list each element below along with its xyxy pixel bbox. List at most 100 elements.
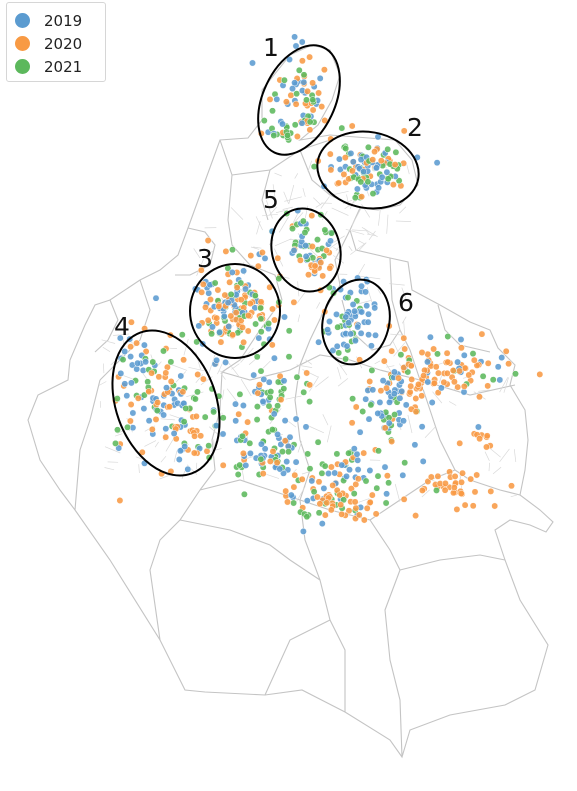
- incident-point-2021: [302, 229, 308, 235]
- incident-point-2019: [142, 359, 148, 365]
- incident-point-2019: [372, 332, 378, 338]
- incident-point-2019: [277, 466, 283, 472]
- incident-point-2021: [271, 132, 277, 138]
- incident-point-2019: [247, 450, 253, 456]
- incident-point-2019: [196, 323, 202, 329]
- street-segment: [514, 449, 516, 462]
- street-segment: [171, 365, 187, 371]
- incident-point-2019: [185, 466, 191, 472]
- legend-marker-2020: [15, 36, 30, 51]
- incident-point-2019: [225, 299, 231, 305]
- incident-point-2019: [372, 305, 378, 311]
- incident-point-2019: [354, 451, 360, 457]
- incident-point-2020: [492, 503, 498, 509]
- incident-point-2020: [425, 351, 431, 357]
- incident-point-2019: [499, 354, 505, 360]
- incident-point-2019: [222, 359, 228, 365]
- incident-point-2019: [425, 379, 431, 385]
- incident-point-2019: [229, 269, 235, 275]
- district-border: [385, 570, 402, 757]
- incident-point-2020: [476, 394, 482, 400]
- incident-point-2020: [367, 378, 373, 384]
- incident-point-2019: [324, 327, 330, 333]
- incident-point-2020: [314, 494, 320, 500]
- city-outline: [28, 45, 553, 757]
- incident-point-2021: [365, 179, 371, 185]
- incident-point-2021: [445, 333, 451, 339]
- street-segment: [338, 378, 348, 386]
- street-segment: [408, 415, 412, 433]
- incident-point-2021: [258, 368, 264, 374]
- street-segment: [263, 361, 270, 368]
- incident-point-2021: [293, 91, 299, 97]
- incident-point-2020: [328, 507, 334, 513]
- street-segment: [358, 241, 364, 244]
- incident-point-2020: [304, 370, 310, 376]
- incident-point-2020: [148, 370, 154, 376]
- incident-point-2020: [322, 512, 328, 518]
- incident-point-2021: [314, 236, 320, 242]
- incident-point-2019: [309, 478, 315, 484]
- legend-item-2019[interactable]: 2019: [15, 9, 105, 32]
- legend-item-2021[interactable]: 2021: [15, 55, 105, 78]
- incident-point-2019: [226, 323, 232, 329]
- incident-point-2020: [485, 360, 491, 366]
- incident-point-2019: [284, 458, 290, 464]
- incident-point-2019: [350, 159, 356, 165]
- incident-point-2020: [458, 479, 464, 485]
- cluster-1-ellipse[interactable]: [242, 32, 356, 168]
- incident-point-2021: [258, 316, 264, 322]
- incident-point-2020: [402, 346, 408, 352]
- incident-point-2020: [207, 296, 213, 302]
- legend-item-2020[interactable]: 2020: [15, 32, 105, 55]
- incident-point-2020: [459, 470, 465, 476]
- incident-point-2019: [497, 377, 503, 383]
- street-segment: [265, 474, 280, 479]
- incident-point-2021: [301, 389, 307, 395]
- street-segment: [493, 467, 501, 474]
- cluster-label-5: 5: [263, 185, 279, 214]
- incident-point-2020: [454, 506, 460, 512]
- incident-point-2020: [361, 517, 367, 523]
- incident-point-2020: [255, 390, 261, 396]
- street-segment: [161, 456, 166, 462]
- incident-point-2020: [191, 433, 197, 439]
- incident-point-2021: [370, 190, 376, 196]
- incident-point-2020: [330, 482, 336, 488]
- incident-point-2021: [229, 247, 235, 253]
- incident-point-2021: [385, 176, 391, 182]
- incident-point-2020: [336, 180, 342, 186]
- incident-point-2019: [354, 186, 360, 192]
- street-segment: [105, 468, 115, 470]
- street-segment: [327, 426, 331, 443]
- incident-point-2019: [262, 255, 268, 261]
- incident-point-2021: [375, 448, 381, 454]
- incident-point-2019: [293, 416, 299, 422]
- incident-point-2020: [337, 492, 343, 498]
- incident-point-2020: [307, 127, 313, 133]
- incident-point-2019: [282, 417, 288, 423]
- district-border: [150, 490, 200, 640]
- street-segment: [500, 449, 510, 462]
- incident-point-2020: [451, 484, 457, 490]
- incident-point-2020: [324, 500, 330, 506]
- street-segment: [399, 207, 406, 213]
- incident-point-2019: [365, 319, 371, 325]
- incident-point-2021: [345, 450, 351, 456]
- incident-point-2019: [362, 289, 368, 295]
- incident-point-2019: [326, 318, 332, 324]
- incident-point-2020: [269, 342, 275, 348]
- incident-point-2019: [293, 459, 299, 465]
- street-segment: [395, 484, 400, 502]
- street-segment: [283, 207, 293, 209]
- street-segment: [298, 315, 300, 322]
- incident-point-2020: [199, 289, 205, 295]
- incident-point-2019: [118, 370, 124, 376]
- incident-point-2020: [215, 287, 221, 293]
- incident-point-2020: [392, 161, 398, 167]
- street-segment: [317, 302, 320, 308]
- incident-point-2020: [468, 476, 474, 482]
- incident-point-2021: [490, 377, 496, 383]
- incident-point-2020: [271, 317, 277, 323]
